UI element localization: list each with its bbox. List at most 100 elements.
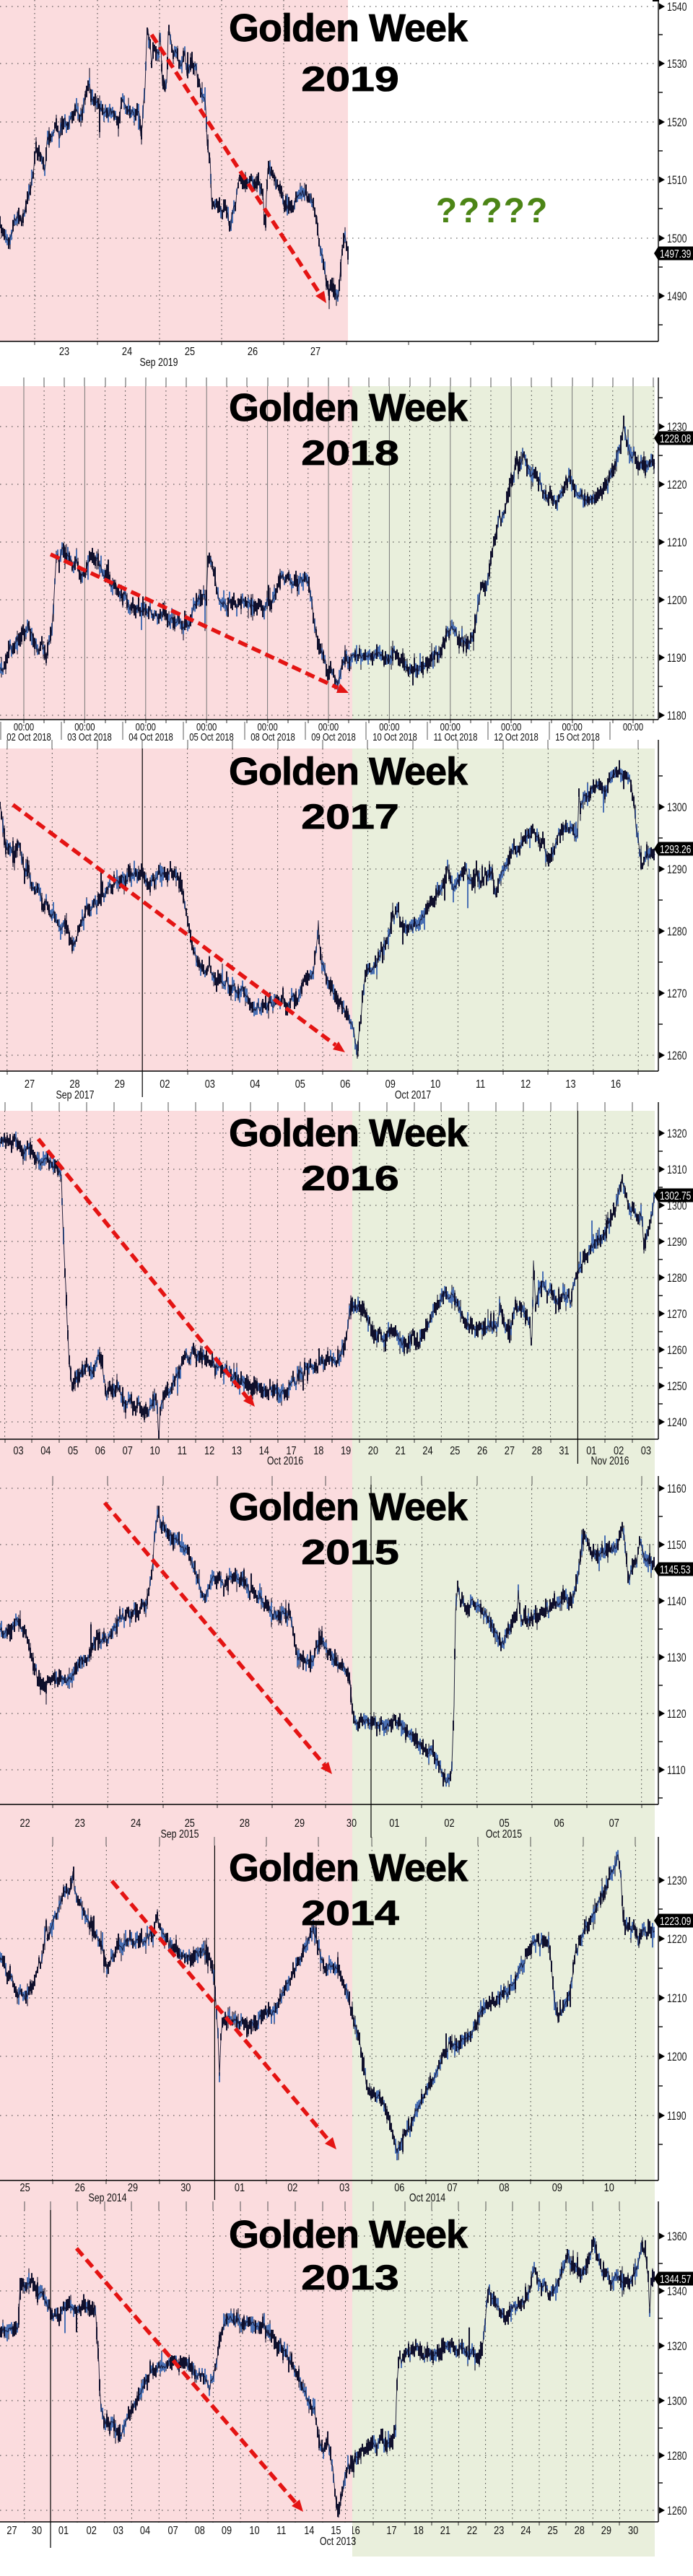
svg-text:21: 21 xyxy=(440,2525,450,2538)
svg-text:1360: 1360 xyxy=(667,2230,687,2243)
svg-text:1230: 1230 xyxy=(667,421,687,434)
svg-text:1260: 1260 xyxy=(667,1344,687,1357)
svg-text:25: 25 xyxy=(19,2182,30,2195)
svg-text:23: 23 xyxy=(494,2525,504,2538)
svg-text:11: 11 xyxy=(178,1445,187,1458)
svg-text:09: 09 xyxy=(385,1078,396,1091)
svg-text:Nov 2016: Nov 2016 xyxy=(590,1454,629,1467)
svg-text:00:00: 00:00 xyxy=(379,721,399,733)
svg-text:2013: 2013 xyxy=(301,2258,399,2297)
svg-text:11: 11 xyxy=(276,2525,286,2538)
svg-text:24: 24 xyxy=(122,346,132,359)
svg-text:1150: 1150 xyxy=(667,1539,687,1552)
svg-text:14: 14 xyxy=(304,2525,314,2538)
svg-text:2014: 2014 xyxy=(301,1893,399,1932)
svg-text:2016: 2016 xyxy=(301,1158,399,1197)
svg-text:11 Oct 2018: 11 Oct 2018 xyxy=(434,731,478,743)
svg-text:1210: 1210 xyxy=(667,1992,687,2005)
svg-text:1310: 1310 xyxy=(667,1163,687,1176)
svg-text:27: 27 xyxy=(6,2525,17,2538)
svg-text:06: 06 xyxy=(554,1817,564,1830)
svg-text:30: 30 xyxy=(628,2525,638,2538)
svg-text:24: 24 xyxy=(520,2525,531,2538)
svg-text:10: 10 xyxy=(249,2525,259,2538)
svg-text:19: 19 xyxy=(341,1445,351,1458)
svg-text:17: 17 xyxy=(286,1445,296,1458)
svg-text:Oct 2014: Oct 2014 xyxy=(409,2191,445,2204)
svg-text:Oct 2016: Oct 2016 xyxy=(267,1454,303,1467)
svg-text:Sep 2017: Sep 2017 xyxy=(56,1088,94,1101)
svg-text:23: 23 xyxy=(75,1817,85,1830)
svg-text:28: 28 xyxy=(240,1817,250,1830)
svg-text:07: 07 xyxy=(447,2182,457,2195)
svg-text:1320: 1320 xyxy=(667,1127,687,1140)
svg-text:30: 30 xyxy=(180,2182,191,2195)
svg-text:14: 14 xyxy=(259,1445,269,1458)
svg-text:27: 27 xyxy=(505,1445,515,1458)
svg-text:Oct 2015: Oct 2015 xyxy=(486,1828,522,1841)
svg-text:12: 12 xyxy=(520,1078,531,1091)
svg-text:26: 26 xyxy=(477,1445,487,1458)
svg-text:22: 22 xyxy=(19,1817,30,1830)
svg-text:Oct 2017: Oct 2017 xyxy=(395,1088,431,1101)
svg-text:11: 11 xyxy=(476,1078,485,1091)
svg-text:24: 24 xyxy=(131,1817,141,1830)
svg-text:10: 10 xyxy=(149,1445,160,1458)
svg-text:04 Oct 2018: 04 Oct 2018 xyxy=(128,731,173,743)
svg-text:10: 10 xyxy=(430,1078,440,1091)
svg-text:03: 03 xyxy=(13,1445,23,1458)
svg-text:Golden Week: Golden Week xyxy=(229,1485,468,1529)
svg-text:1280: 1280 xyxy=(667,1272,687,1285)
svg-text:1200: 1200 xyxy=(667,2051,687,2064)
svg-text:1220: 1220 xyxy=(667,479,687,492)
svg-text:26: 26 xyxy=(248,346,258,359)
svg-text:27: 27 xyxy=(25,1078,35,1091)
svg-text:02: 02 xyxy=(614,1445,624,1458)
svg-text:16: 16 xyxy=(611,1078,621,1091)
svg-text:06: 06 xyxy=(394,2182,404,2195)
svg-text:15: 15 xyxy=(331,2525,341,2538)
svg-text:1230: 1230 xyxy=(667,1874,687,1887)
svg-text:1270: 1270 xyxy=(667,1308,687,1321)
svg-text:08: 08 xyxy=(195,2525,205,2538)
svg-text:1280: 1280 xyxy=(667,2450,687,2463)
svg-text:04: 04 xyxy=(250,1078,260,1091)
svg-text:1120: 1120 xyxy=(667,1708,687,1721)
svg-text:1510: 1510 xyxy=(667,174,687,187)
svg-text:00:00: 00:00 xyxy=(196,721,217,733)
svg-text:1340: 1340 xyxy=(667,2285,687,2298)
svg-text:00:00: 00:00 xyxy=(14,721,34,733)
svg-text:1530: 1530 xyxy=(667,58,687,71)
svg-text:1300: 1300 xyxy=(667,2395,687,2408)
svg-text:2015: 2015 xyxy=(301,1532,399,1571)
svg-text:1270: 1270 xyxy=(667,987,687,1000)
svg-text:Oct 2013: Oct 2013 xyxy=(320,2535,356,2548)
svg-text:28: 28 xyxy=(532,1445,542,1458)
svg-text:1145.53: 1145.53 xyxy=(660,1563,691,1576)
svg-text:1220: 1220 xyxy=(667,1933,687,1946)
svg-text:24: 24 xyxy=(422,1445,432,1458)
svg-text:00:00: 00:00 xyxy=(501,721,521,733)
svg-text:13: 13 xyxy=(232,1445,242,1458)
svg-text:17: 17 xyxy=(386,2525,396,2538)
svg-text:1260: 1260 xyxy=(667,2505,687,2518)
svg-text:02: 02 xyxy=(87,2525,97,2538)
svg-text:1210: 1210 xyxy=(667,536,687,549)
svg-text:09: 09 xyxy=(552,2182,562,2195)
svg-text:02: 02 xyxy=(444,1817,454,1830)
svg-text:1130: 1130 xyxy=(667,1651,687,1664)
svg-text:00:00: 00:00 xyxy=(74,721,95,733)
svg-text:03 Oct 2018: 03 Oct 2018 xyxy=(67,731,112,743)
svg-text:03: 03 xyxy=(339,2182,349,2195)
svg-text:1250: 1250 xyxy=(667,1380,687,1393)
svg-text:16: 16 xyxy=(349,2525,359,2538)
svg-text:04: 04 xyxy=(40,1445,51,1458)
svg-text:07: 07 xyxy=(167,2525,178,2538)
svg-text:1300: 1300 xyxy=(667,1200,687,1213)
svg-text:07: 07 xyxy=(123,1445,133,1458)
svg-text:25: 25 xyxy=(547,2525,557,2538)
svg-text:01: 01 xyxy=(389,1817,399,1830)
svg-text:07: 07 xyxy=(609,1817,619,1830)
svg-text:15 Oct 2018: 15 Oct 2018 xyxy=(555,731,600,743)
svg-text:00:00: 00:00 xyxy=(136,721,156,733)
